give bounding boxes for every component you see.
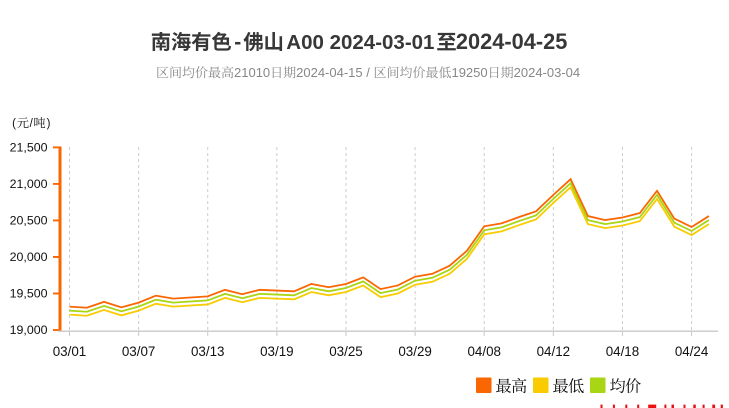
svg-text:03/13: 03/13 — [191, 344, 225, 359]
svg-text:04/24: 04/24 — [675, 344, 709, 359]
svg-text:19,500: 19,500 — [10, 286, 48, 300]
svg-text:): ) — [47, 118, 51, 130]
svg-text:/: / — [30, 118, 34, 130]
svg-text:04/08: 04/08 — [467, 344, 501, 359]
svg-text:(: ( — [12, 118, 16, 130]
svg-text:04/18: 04/18 — [606, 344, 640, 359]
svg-text:03/25: 03/25 — [329, 344, 363, 359]
svg-text:20,500: 20,500 — [10, 213, 48, 227]
svg-text:21,500: 21,500 — [10, 140, 48, 154]
svg-text:2024-04-25: 2024-04-25 — [456, 29, 568, 54]
svg-text:03/19: 03/19 — [260, 344, 294, 359]
svg-text:2024-03-04: 2024-03-04 — [514, 65, 581, 80]
svg-text:20,000: 20,000 — [10, 250, 48, 264]
svg-text:19,000: 19,000 — [10, 323, 48, 337]
svg-text:A00 2024-03-01: A00 2024-03-01 — [286, 31, 434, 54]
svg-text:03/01: 03/01 — [53, 344, 87, 359]
svg-text:19250: 19250 — [451, 65, 487, 80]
svg-text:-: - — [234, 31, 241, 54]
svg-text:21010: 21010 — [234, 65, 270, 80]
svg-text:03/29: 03/29 — [398, 344, 432, 359]
svg-text:2024-04-15 /: 2024-04-15 / — [296, 65, 370, 80]
svg-text:21,000: 21,000 — [10, 177, 48, 191]
svg-text:03/07: 03/07 — [122, 344, 156, 359]
svg-text:04/12: 04/12 — [537, 344, 571, 359]
